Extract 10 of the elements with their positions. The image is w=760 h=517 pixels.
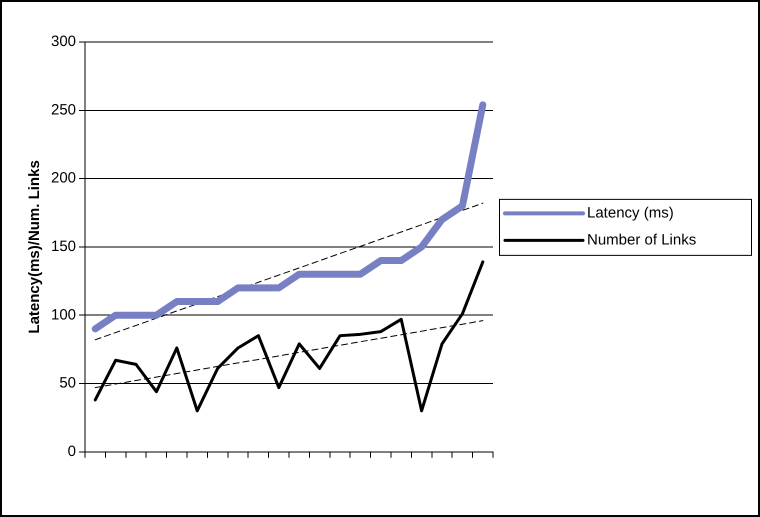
y-axis-title: Latency(ms)/Num. Links — [26, 160, 44, 334]
y-tick-label: 150 — [50, 238, 76, 256]
y-tick-label: 200 — [50, 170, 76, 187]
y-tick-label: 100 — [50, 306, 76, 324]
y-tick-label: 0 — [68, 442, 76, 460]
text: Number of Links — [587, 232, 696, 249]
y-tick-label: 50 — [59, 374, 76, 392]
y-tick-label: 300 — [50, 33, 76, 50]
y-tick-label: 250 — [50, 101, 76, 118]
text: Latency (ms) — [587, 204, 674, 222]
